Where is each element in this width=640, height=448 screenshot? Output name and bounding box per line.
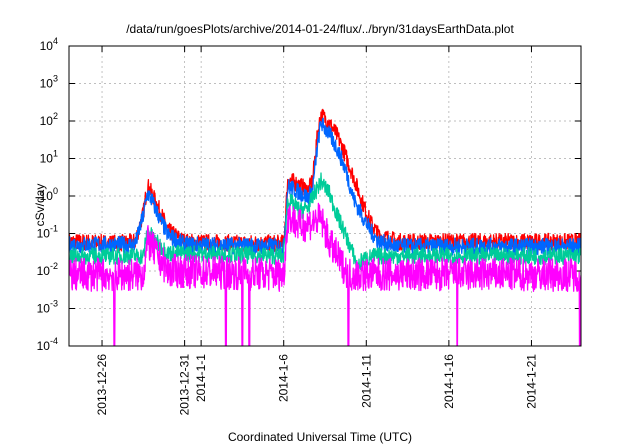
- y-tick-label: 101: [40, 149, 58, 166]
- series-group: [69, 108, 581, 346]
- x-tick-label: 2013-12-31: [178, 354, 192, 416]
- y-tick-label: 103: [40, 74, 58, 91]
- x-tick-label: 2013-12-26: [95, 354, 109, 416]
- y-tick-label: 104: [40, 36, 58, 53]
- y-tick-label: 102: [40, 111, 58, 128]
- y-tick-label: 10-4: [37, 336, 58, 353]
- y-tick-label: 10-3: [37, 299, 58, 316]
- chart-title: /data/run/goesPlots/archive/2014-01-24/f…: [126, 22, 514, 36]
- series-line: [69, 202, 581, 346]
- x-tick-label: 2014-1-11: [359, 354, 373, 408]
- x-tick-label: 2014-1-1: [194, 354, 208, 402]
- x-tick-label: 2014-1-16: [442, 354, 456, 409]
- y-axis-label: cSv/day: [33, 183, 47, 227]
- x-axis-label: Coordinated Universal Time (UTC): [227, 430, 413, 444]
- y-tick-label: 100: [40, 186, 58, 203]
- y-tick-label: 10-2: [37, 261, 58, 278]
- y-tick-label: 10-1: [37, 224, 58, 241]
- x-tick-label: 2014-1-21: [524, 354, 538, 409]
- plot-border: [68, 45, 582, 347]
- x-tick-label: 2014-1-6: [277, 354, 291, 402]
